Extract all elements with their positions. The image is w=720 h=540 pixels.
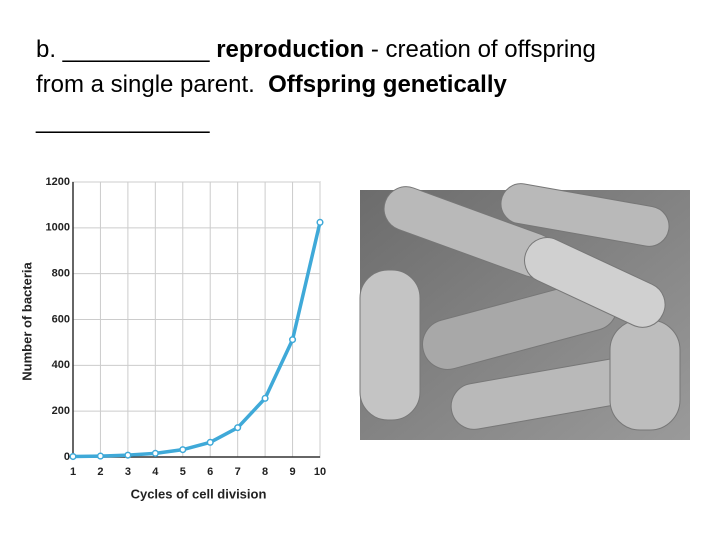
text-segment: _____________ xyxy=(36,107,210,134)
x-tick-label: 6 xyxy=(207,466,213,478)
x-tick-label: 1 xyxy=(70,466,76,478)
text-line: _____________ xyxy=(36,107,210,135)
y-tick-label: 1000 xyxy=(46,222,70,234)
data-point xyxy=(234,424,242,432)
x-tick-label: 2 xyxy=(97,466,103,478)
x-tick-label: 7 xyxy=(235,466,241,478)
data-point xyxy=(179,446,187,454)
x-tick-label: 9 xyxy=(289,466,295,478)
x-tick-label: 5 xyxy=(180,466,186,478)
text-line: from a single parent. Offspring genetica… xyxy=(36,71,507,99)
data-point xyxy=(261,394,269,402)
y-tick-label: 0 xyxy=(64,451,70,463)
x-tick-label: 3 xyxy=(125,466,131,478)
text-segment: - creation of offspring xyxy=(364,36,596,63)
x-axis-label: Cycles of cell division xyxy=(131,486,267,501)
y-tick-label: 400 xyxy=(52,359,70,371)
text-line: b. ___________ reproduction - creation o… xyxy=(36,36,596,64)
photo xyxy=(359,183,690,440)
y-tick-label: 200 xyxy=(52,405,70,417)
data-point xyxy=(69,452,77,461)
text-segment: from a single parent. xyxy=(36,71,269,98)
data-point xyxy=(316,218,324,226)
x-tick-label: 8 xyxy=(262,466,268,478)
x-tick-label: 4 xyxy=(152,466,159,478)
y-tick-label: 800 xyxy=(52,268,70,280)
data-point xyxy=(289,336,297,344)
data-point xyxy=(96,452,104,460)
y-tick-label: 1200 xyxy=(46,176,70,188)
text-segment: reproduction xyxy=(216,36,365,63)
y-tick-label: 600 xyxy=(52,313,70,325)
data-point xyxy=(206,438,214,446)
data-line xyxy=(72,221,322,459)
data-point xyxy=(124,451,132,459)
y-axis-label: Number of bacteria xyxy=(19,261,34,380)
x-tick-label: 10 xyxy=(314,466,326,478)
text-segment: Offspring genetically xyxy=(268,71,507,98)
data-point xyxy=(151,449,159,457)
text-segment: b. ___________ xyxy=(36,36,217,63)
